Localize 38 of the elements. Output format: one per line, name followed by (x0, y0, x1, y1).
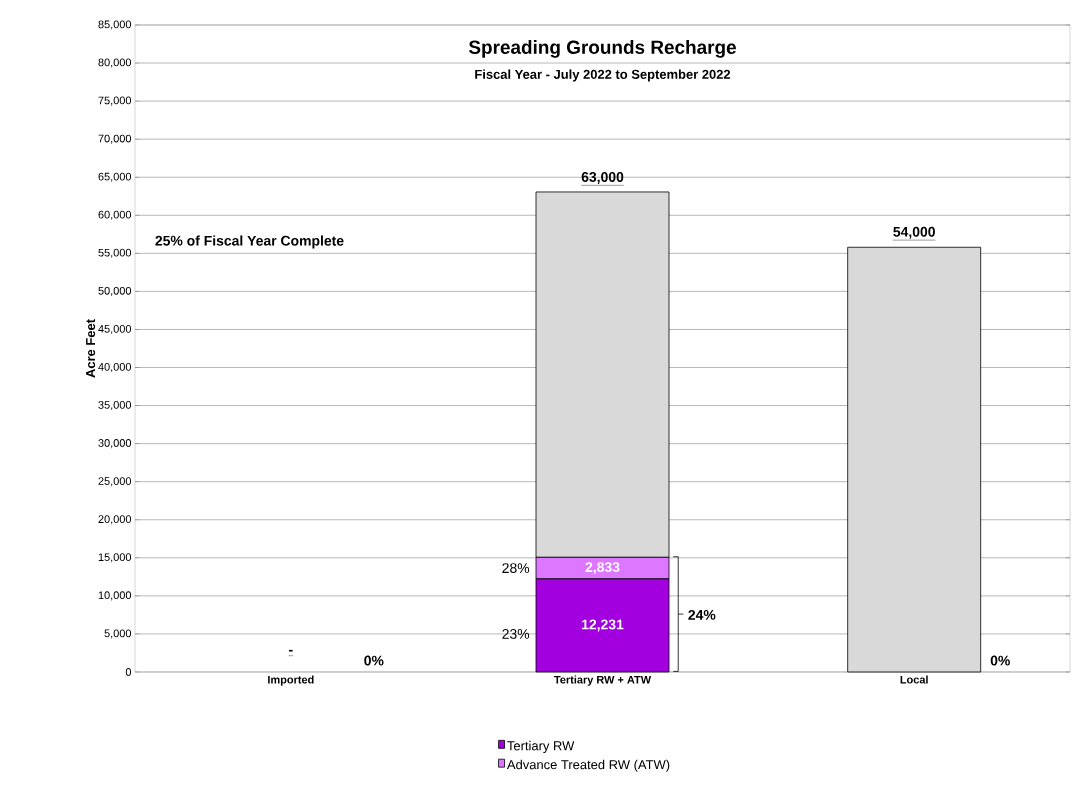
bar (847, 246, 982, 673)
x-tick-label: Imported (268, 675, 314, 686)
y-tick-label: 60,000 (98, 210, 132, 220)
y-tick-label: 70,000 (98, 134, 132, 144)
annotation: 23% (502, 628, 530, 639)
y-tick-label: 65,000 (98, 172, 132, 182)
annotation: - (289, 649, 293, 652)
y-tick-label: 75,000 (98, 96, 132, 106)
y-tick-label: 10,000 (98, 591, 132, 601)
data-label: 12,231 (582, 619, 624, 632)
data-label: 2,833 (585, 562, 620, 575)
legend-label: Tertiary RW (507, 740, 575, 753)
annotation: 0% (990, 655, 1010, 666)
text: Fiscal Year - July 2022 to September 2022 (475, 69, 731, 82)
y-tick-label: 0 (125, 668, 132, 676)
y-tick-label: 5,000 (104, 629, 132, 639)
y-tick-label: 30,000 (98, 439, 132, 449)
annotation: 28% (502, 563, 530, 574)
annotation: 25% of Fiscal Year Complete (155, 235, 344, 249)
annotation: 63,000 (581, 172, 624, 184)
y-tick-label: 45,000 (98, 324, 132, 334)
text: Spreading Grounds Recharge (468, 40, 736, 58)
y-tick-label: 15,000 (98, 553, 132, 563)
annotation: 24% (688, 609, 716, 620)
y-axis-title: Acre Feet (86, 319, 96, 378)
y-tick-label: 80,000 (98, 58, 132, 68)
y-tick-label: 55,000 (98, 248, 132, 258)
legend-label: Advance Treated RW (ATW) (506, 759, 670, 772)
y-tick-label: 20,000 (98, 515, 132, 525)
annotation: 0% (364, 655, 384, 666)
y-tick-label: 50,000 (98, 286, 132, 296)
y-tick-label: 85,000 (98, 20, 132, 30)
x-tick-label: Local (900, 675, 928, 684)
y-tick-label: 40,000 (98, 363, 132, 373)
y-tick-label: 35,000 (98, 401, 132, 411)
y-tick-label: 25,000 (98, 477, 132, 487)
annotation: 54,000 (893, 226, 935, 239)
x-tick-label: Tertiary RW + ATW (554, 675, 652, 686)
